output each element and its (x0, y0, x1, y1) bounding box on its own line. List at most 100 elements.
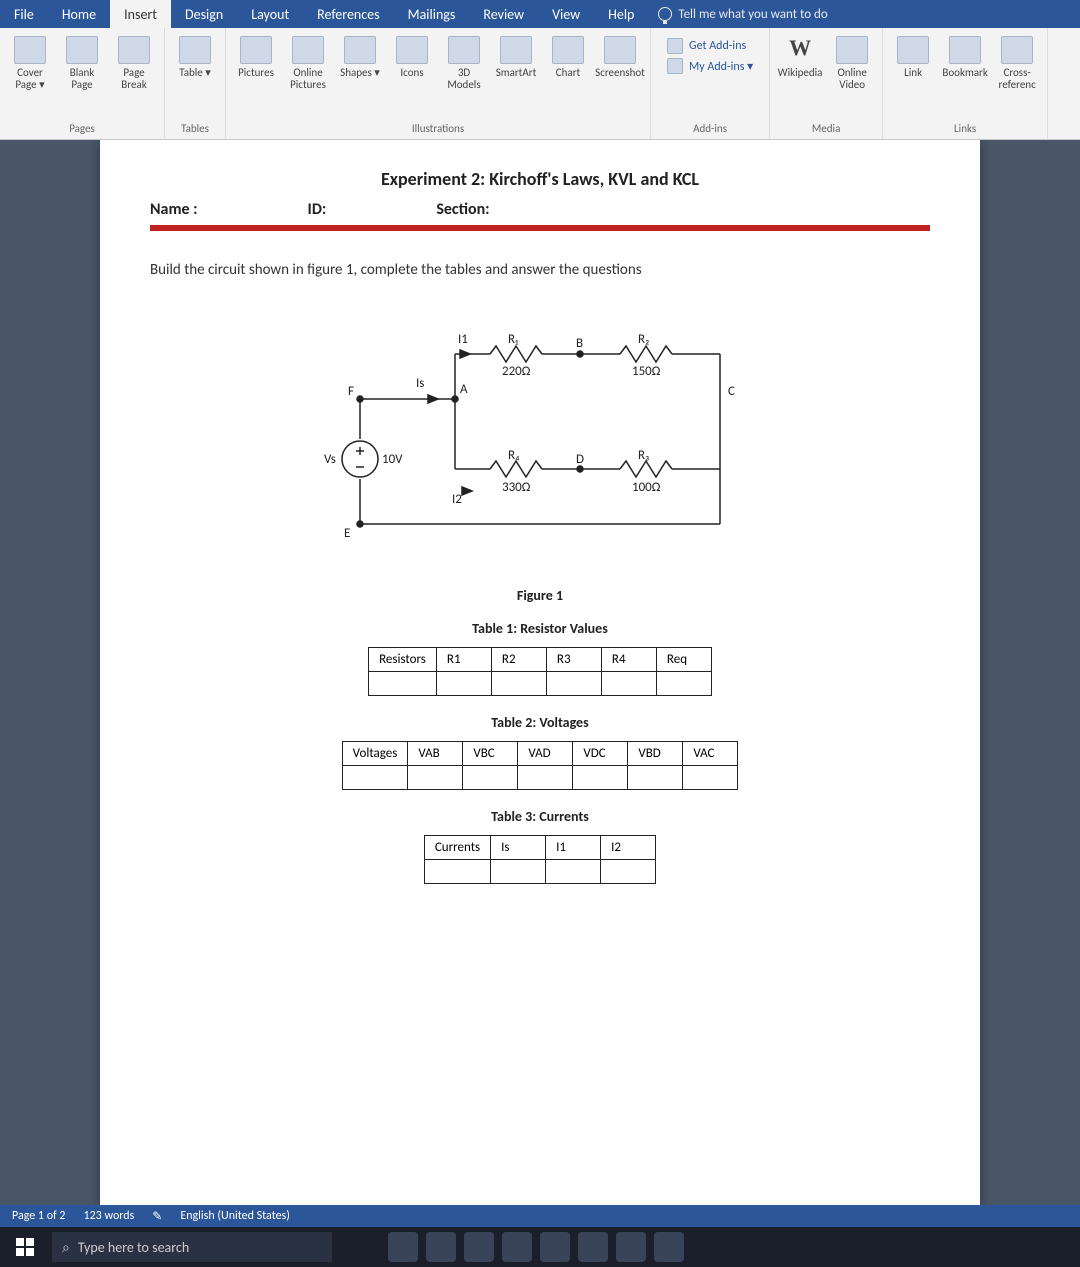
ribbon-group-add-ins: Get Add-ins My Add-ins ▾ Add-ins (651, 28, 770, 139)
ribbon-pictures-button[interactable]: Pictures (232, 32, 280, 79)
ribbon-smartart-button[interactable]: SmartArt (492, 32, 540, 79)
ribbon-bookmark-button[interactable]: Bookmark (941, 32, 989, 79)
table-empty-cell (628, 766, 683, 790)
table-header-cell: R3 (546, 648, 601, 672)
menu-tab-layout[interactable]: Layout (237, 0, 303, 28)
ribbon-online-pictures-button[interactable]: Online Pictures (284, 32, 332, 91)
get-addins-icon (667, 38, 683, 54)
table-empty-cell (424, 860, 490, 884)
section-label: Section: (436, 200, 489, 219)
figure-caption: Figure 1 (150, 587, 930, 604)
menu-tab-help[interactable]: Help (594, 0, 648, 28)
online-pictures-icon (292, 36, 324, 64)
status-proofing-icon[interactable]: ✎ (152, 1209, 162, 1224)
taskbar-edge-icon[interactable] (540, 1232, 570, 1262)
title-text: Experiment 2: Kirchoff's Laws, KVL and K… (381, 168, 699, 190)
table-empty-cell (573, 766, 628, 790)
ribbon-screenshot-button[interactable]: Screenshot (596, 32, 644, 79)
value-R3: 100Ω (632, 480, 661, 495)
table2-caption: Table 2: Voltages (150, 714, 930, 731)
ribbon-icons-button[interactable]: Icons (388, 32, 436, 79)
status-language[interactable]: English (United States) (180, 1209, 290, 1223)
node-D: D (576, 452, 584, 467)
menu-tab-references[interactable]: References (303, 0, 393, 28)
tell-me-search[interactable]: Tell me what you want to do (648, 7, 827, 22)
ribbon-cover-page-button[interactable]: Cover Page ▾ (6, 32, 54, 91)
taskbar-acrobat-icon[interactable] (616, 1232, 646, 1262)
label-I2: I2 (452, 492, 462, 507)
table-empty-cell (518, 766, 573, 790)
ribbon-wikipedia-button[interactable]: WWikipedia (776, 32, 824, 79)
table-empty-cell (463, 766, 518, 790)
cover-page-icon (14, 36, 46, 64)
ribbon: Cover Page ▾Blank PagePage BreakPagesTab… (0, 28, 1080, 140)
table-empty-cell (656, 672, 711, 696)
my-addins-button[interactable]: My Add-ins ▾ (667, 58, 753, 74)
chart-label: Chart (556, 67, 580, 79)
table-header-cell: VAC (683, 742, 738, 766)
status-words[interactable]: 123 words (84, 1209, 135, 1223)
taskbar-store-icon[interactable] (464, 1232, 494, 1262)
3d-models-label: 3D Models (440, 67, 488, 91)
pictures-label: Pictures (238, 67, 274, 79)
menu-tab-file[interactable]: File (0, 0, 48, 28)
taskbar-chrome-icon[interactable] (502, 1232, 532, 1262)
menu-tab-design[interactable]: Design (171, 0, 237, 28)
ribbon-table-button[interactable]: Table ▾ (171, 32, 219, 79)
taskbar-search[interactable]: ⌕ Type here to search (52, 1232, 332, 1262)
taskbar-taskview-icon[interactable] (388, 1232, 418, 1262)
ribbon-page-break-button[interactable]: Page Break (110, 32, 158, 91)
ribbon-blank-page-button[interactable]: Blank Page (58, 32, 106, 91)
ribbon-chart-button[interactable]: Chart (544, 32, 592, 79)
ribbon-3d-models-button[interactable]: 3D Models (440, 32, 488, 91)
node-E: E (344, 526, 350, 541)
header-row: Name : ID: Section: (150, 200, 930, 219)
table-empty-cell (491, 860, 546, 884)
value-R4: 330Ω (502, 480, 531, 495)
menu-tab-home[interactable]: Home (48, 0, 110, 28)
menu-tab-review[interactable]: Review (469, 0, 538, 28)
ribbon-shapes-button[interactable]: Shapes ▾ (336, 32, 384, 79)
table-header-cell: Req (656, 648, 711, 672)
table-header-cell: Resistors (369, 648, 437, 672)
taskbar: ⌕ Type here to search (0, 1227, 1080, 1267)
shapes-icon (344, 36, 376, 64)
node-F: F (348, 384, 354, 399)
document-title: Experiment 2: Kirchoff's Laws, KVL and K… (150, 168, 930, 190)
wikipedia-icon: W (784, 36, 816, 64)
cross-ref-label: Cross-referenc (993, 67, 1041, 91)
table-empty-cell (436, 672, 491, 696)
start-button[interactable] (6, 1231, 44, 1263)
table-empty-cell (683, 766, 738, 790)
table-header-cell: VAB (408, 742, 463, 766)
table-header-cell: R4 (601, 648, 656, 672)
table-header-cell: Is (491, 836, 546, 860)
ribbon-link-button[interactable]: Link (889, 32, 937, 79)
ribbon-online-video-button[interactable]: Online Video (828, 32, 876, 91)
menu-tab-view[interactable]: View (538, 0, 594, 28)
smartart-label: SmartArt (496, 67, 537, 79)
node-B: B (576, 336, 583, 351)
label-R3: R₃ (638, 448, 649, 463)
ribbon-group-label: Tables (181, 120, 209, 137)
smartart-icon (500, 36, 532, 64)
document-area: Experiment 2: Kirchoff's Laws, KVL and K… (0, 140, 1080, 1205)
table-empty-cell (491, 672, 546, 696)
screenshot-label: Screenshot (595, 67, 645, 79)
ribbon-group-label: Add-ins (693, 120, 727, 137)
table-empty-cell (408, 766, 463, 790)
status-page[interactable]: Page 1 of 2 (12, 1209, 66, 1223)
get-addins-button[interactable]: Get Add-ins (667, 38, 753, 54)
search-icon: ⌕ (62, 1239, 70, 1256)
circuit-figure: F A B C D E Is I1 I2 R₁ 220Ω R₂ 150Ω R₄ … (150, 329, 930, 559)
label-Is: Is (416, 376, 424, 391)
taskbar-explorer-icon[interactable] (426, 1232, 456, 1262)
taskbar-word-icon[interactable] (654, 1232, 684, 1262)
table3-caption: Table 3: Currents (150, 808, 930, 825)
value-Vs: 10V (382, 452, 403, 467)
ribbon-group-media: WWikipediaOnline VideoMedia (770, 28, 883, 139)
taskbar-mail-icon[interactable] (578, 1232, 608, 1262)
ribbon-cross-ref-button[interactable]: Cross-referenc (993, 32, 1041, 91)
menu-tab-insert[interactable]: Insert (110, 0, 171, 28)
menu-tab-mailings[interactable]: Mailings (394, 0, 470, 28)
